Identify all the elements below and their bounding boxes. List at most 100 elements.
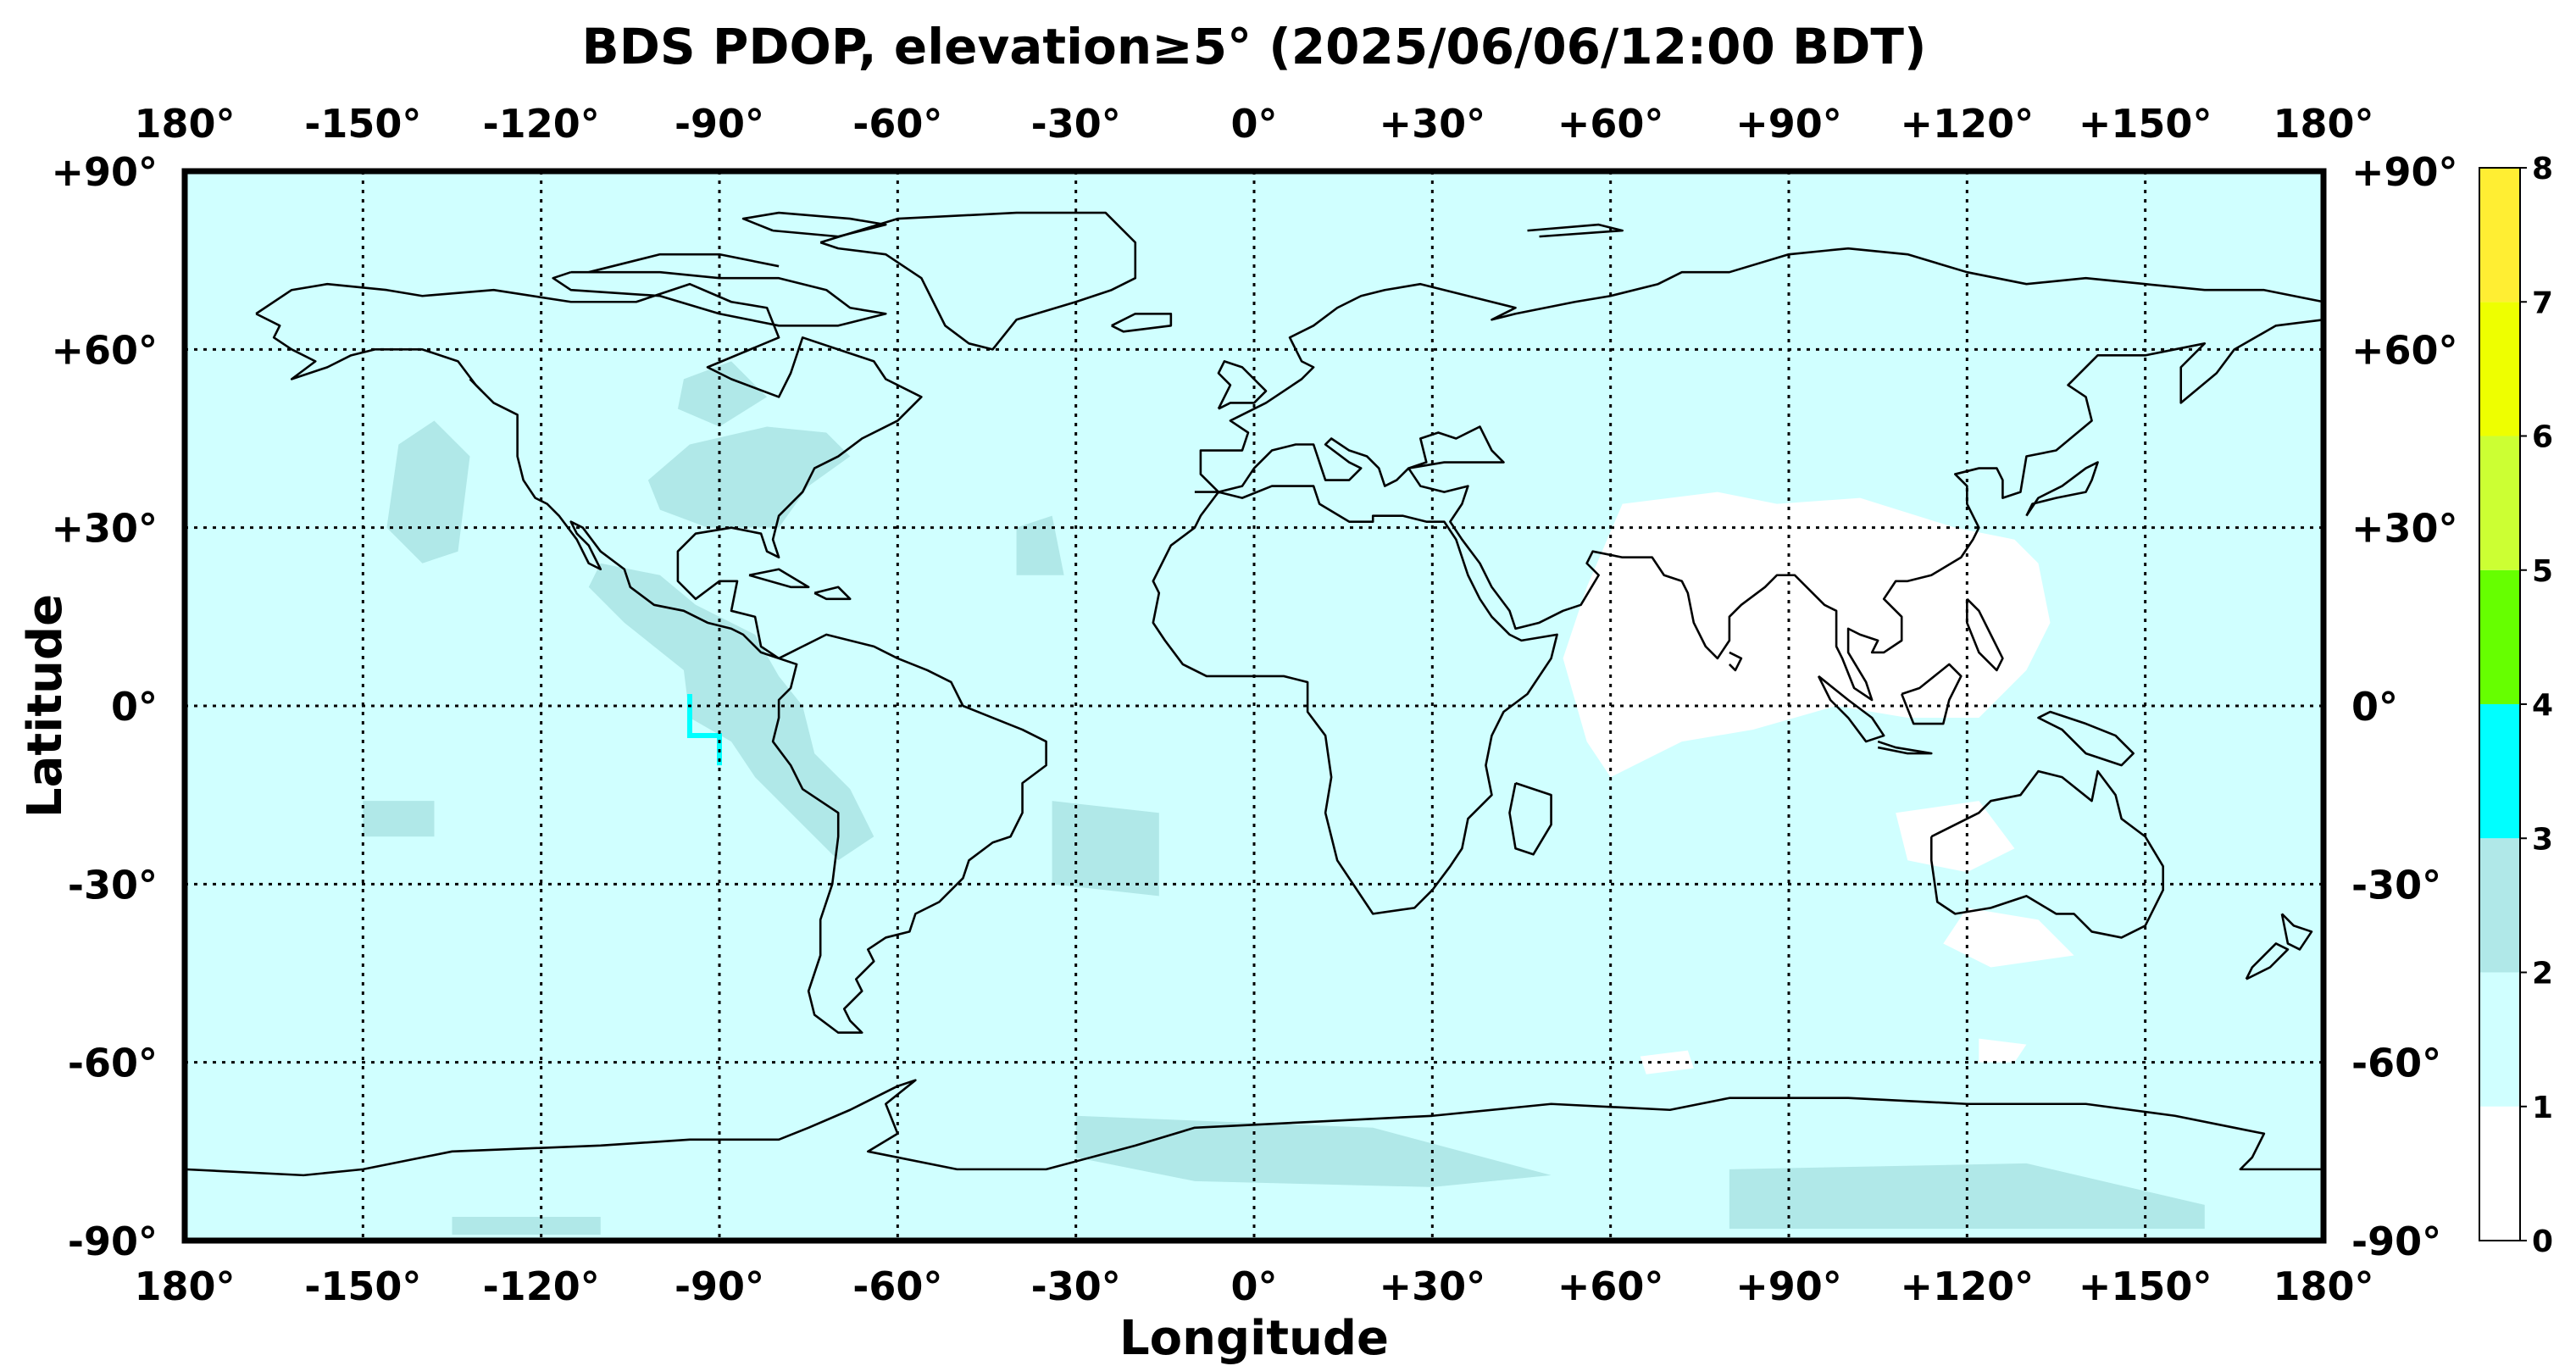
gridlines <box>185 171 2323 1241</box>
bottom-lon-tick-label: 180° <box>134 1263 235 1309</box>
colorbar-tick-label: 3 <box>2532 822 2553 857</box>
colorbar-tick-label: 2 <box>2532 957 2553 991</box>
pdop-region-9 <box>452 1216 601 1235</box>
colorbar-tick-label: 1 <box>2532 1091 2553 1125</box>
pdop-region-8 <box>1729 1163 2205 1229</box>
colorbar-tick-label: 5 <box>2532 554 2553 589</box>
coastline-22 <box>588 253 780 274</box>
colorbar-bin-4-5 <box>2479 569 2520 704</box>
pdop-region-6 <box>363 801 435 837</box>
y-axis-label: Latitude <box>18 594 73 818</box>
top-lon-tick-label: +90° <box>1735 101 1842 147</box>
pdop-region-14 <box>1979 1038 2027 1063</box>
pdop-region-3 <box>588 563 874 861</box>
right-lat-tick-label: -60° <box>2351 1041 2441 1086</box>
top-lon-tick-label: 180° <box>2273 101 2373 147</box>
coastline-3 <box>1152 485 1558 915</box>
coastline-0 <box>255 282 1047 1034</box>
top-lon-tick-label: +150° <box>2079 101 2212 147</box>
colorbar-tick-label: 4 <box>2532 688 2553 723</box>
coastline-17 <box>2245 942 2290 980</box>
coastline-15 <box>1508 781 1552 856</box>
right-lat-tick-label: -30° <box>2351 862 2441 908</box>
bottom-lon-tick-label: -90° <box>675 1263 764 1309</box>
bottom-lon-tick-label: -120° <box>483 1263 600 1309</box>
coastline-2 <box>1194 247 2325 702</box>
colorbar-bin-5-6 <box>2479 436 2520 570</box>
top-lon-tick-label: +120° <box>1901 101 2035 147</box>
coastline-11 <box>1901 663 1963 725</box>
coastlines <box>184 211 2325 1177</box>
coastline-1 <box>819 211 1137 351</box>
colorbar-tick-label: 6 <box>2532 420 2553 455</box>
x-axis-label: Longitude <box>1119 1311 1389 1366</box>
bottom-lon-tick-label: +90° <box>1735 1263 1842 1309</box>
coastline-5 <box>184 1079 2323 1177</box>
right-lat-tick-label: +60° <box>2351 327 2458 373</box>
left-lat-tick-label: +30° <box>51 506 158 552</box>
bottom-lon-tick-label: +150° <box>2079 1263 2212 1309</box>
bottom-lon-tick-label: +60° <box>1557 1263 1664 1309</box>
colorbar-bin-2-3 <box>2479 838 2520 973</box>
coastline-7 <box>552 270 887 327</box>
axis-ticks: 180° 180° -150° -150° -120° -120° -90° -90° -60°… <box>51 101 2457 1309</box>
top-lon-tick-label: +30° <box>1380 101 1486 147</box>
top-lon-tick-label: -150° <box>304 101 421 147</box>
map-frame <box>181 168 2327 1244</box>
bottom-lon-tick-label: -60° <box>852 1263 942 1309</box>
map-area <box>181 168 2327 1244</box>
colorbar-bin-7-8 <box>2479 168 2520 303</box>
colorbar-tick-label: 0 <box>2532 1224 2553 1259</box>
colorbar-bin-3-4 <box>2479 704 2520 839</box>
right-lat-tick-label: 0° <box>2351 684 2398 730</box>
right-lat-tick-label: +90° <box>2351 149 2458 195</box>
bottom-lon-tick-label: -30° <box>1031 1263 1121 1309</box>
colorbar-bin-6-7 <box>2479 302 2520 436</box>
top-lon-tick-label: -30° <box>1031 101 1121 147</box>
coastline-9 <box>1817 675 1885 743</box>
chart-title: BDS PDOP, elevation≥5° (2025/06/06/12:00… <box>582 18 1927 75</box>
colorbar: 0 1 2 3 4 5 6 7 8 <box>2479 152 2553 1259</box>
bottom-lon-tick-label: 180° <box>2273 1263 2373 1309</box>
coastline-13 <box>1217 360 1268 410</box>
top-lon-tick-label: +60° <box>1557 101 1664 147</box>
coastline-6 <box>741 211 887 238</box>
right-lat-tick-label: +30° <box>2351 506 2458 552</box>
pdop-region-0 <box>647 426 851 528</box>
left-lat-tick-label: -90° <box>68 1219 158 1264</box>
colorbar-bin-0-1 <box>2479 1106 2520 1241</box>
pdop-region-4 <box>1052 801 1159 897</box>
bottom-lon-tick-label: +30° <box>1380 1263 1486 1309</box>
top-lon-tick-label: 180° <box>134 101 235 147</box>
left-lat-tick-label: 0° <box>111 684 158 730</box>
colorbar-tick-label: 7 <box>2532 286 2553 320</box>
colorbar-tick-label: 8 <box>2532 152 2553 186</box>
coastline-14 <box>1111 312 1173 333</box>
coastline-8 <box>2037 710 2135 767</box>
bottom-lon-tick-label: 0° <box>1230 1263 1277 1309</box>
pdop-region-5 <box>1016 515 1064 575</box>
left-lat-tick-label: -30° <box>68 862 158 908</box>
coastline-4 <box>1929 769 2164 939</box>
pdop-region-1 <box>677 361 768 427</box>
top-lon-tick-label: 0° <box>1230 101 1277 147</box>
left-lat-tick-label: +90° <box>51 149 158 195</box>
left-lat-tick-label: +60° <box>51 327 158 373</box>
bottom-lon-tick-label: -150° <box>304 1263 421 1309</box>
top-lon-tick-label: -120° <box>483 101 600 147</box>
top-lon-tick-label: -60° <box>852 101 942 147</box>
coastline-20 <box>1966 597 2004 672</box>
pdop-region-12 <box>1943 908 2074 968</box>
pdop-regions <box>363 361 2205 1235</box>
coastline-16 <box>2280 913 2313 951</box>
top-lon-tick-label: -90° <box>675 101 764 147</box>
coastline-12 <box>2025 461 2099 517</box>
bottom-lon-tick-label: +120° <box>1901 1263 2035 1309</box>
pdop-region-11 <box>1896 801 2015 873</box>
colorbar-bin-1-2 <box>2479 972 2520 1107</box>
coastline-23 <box>469 378 483 392</box>
coastline-10 <box>1877 740 1933 755</box>
coastline-18 <box>748 568 810 589</box>
right-lat-tick-label: -90° <box>2351 1219 2441 1264</box>
